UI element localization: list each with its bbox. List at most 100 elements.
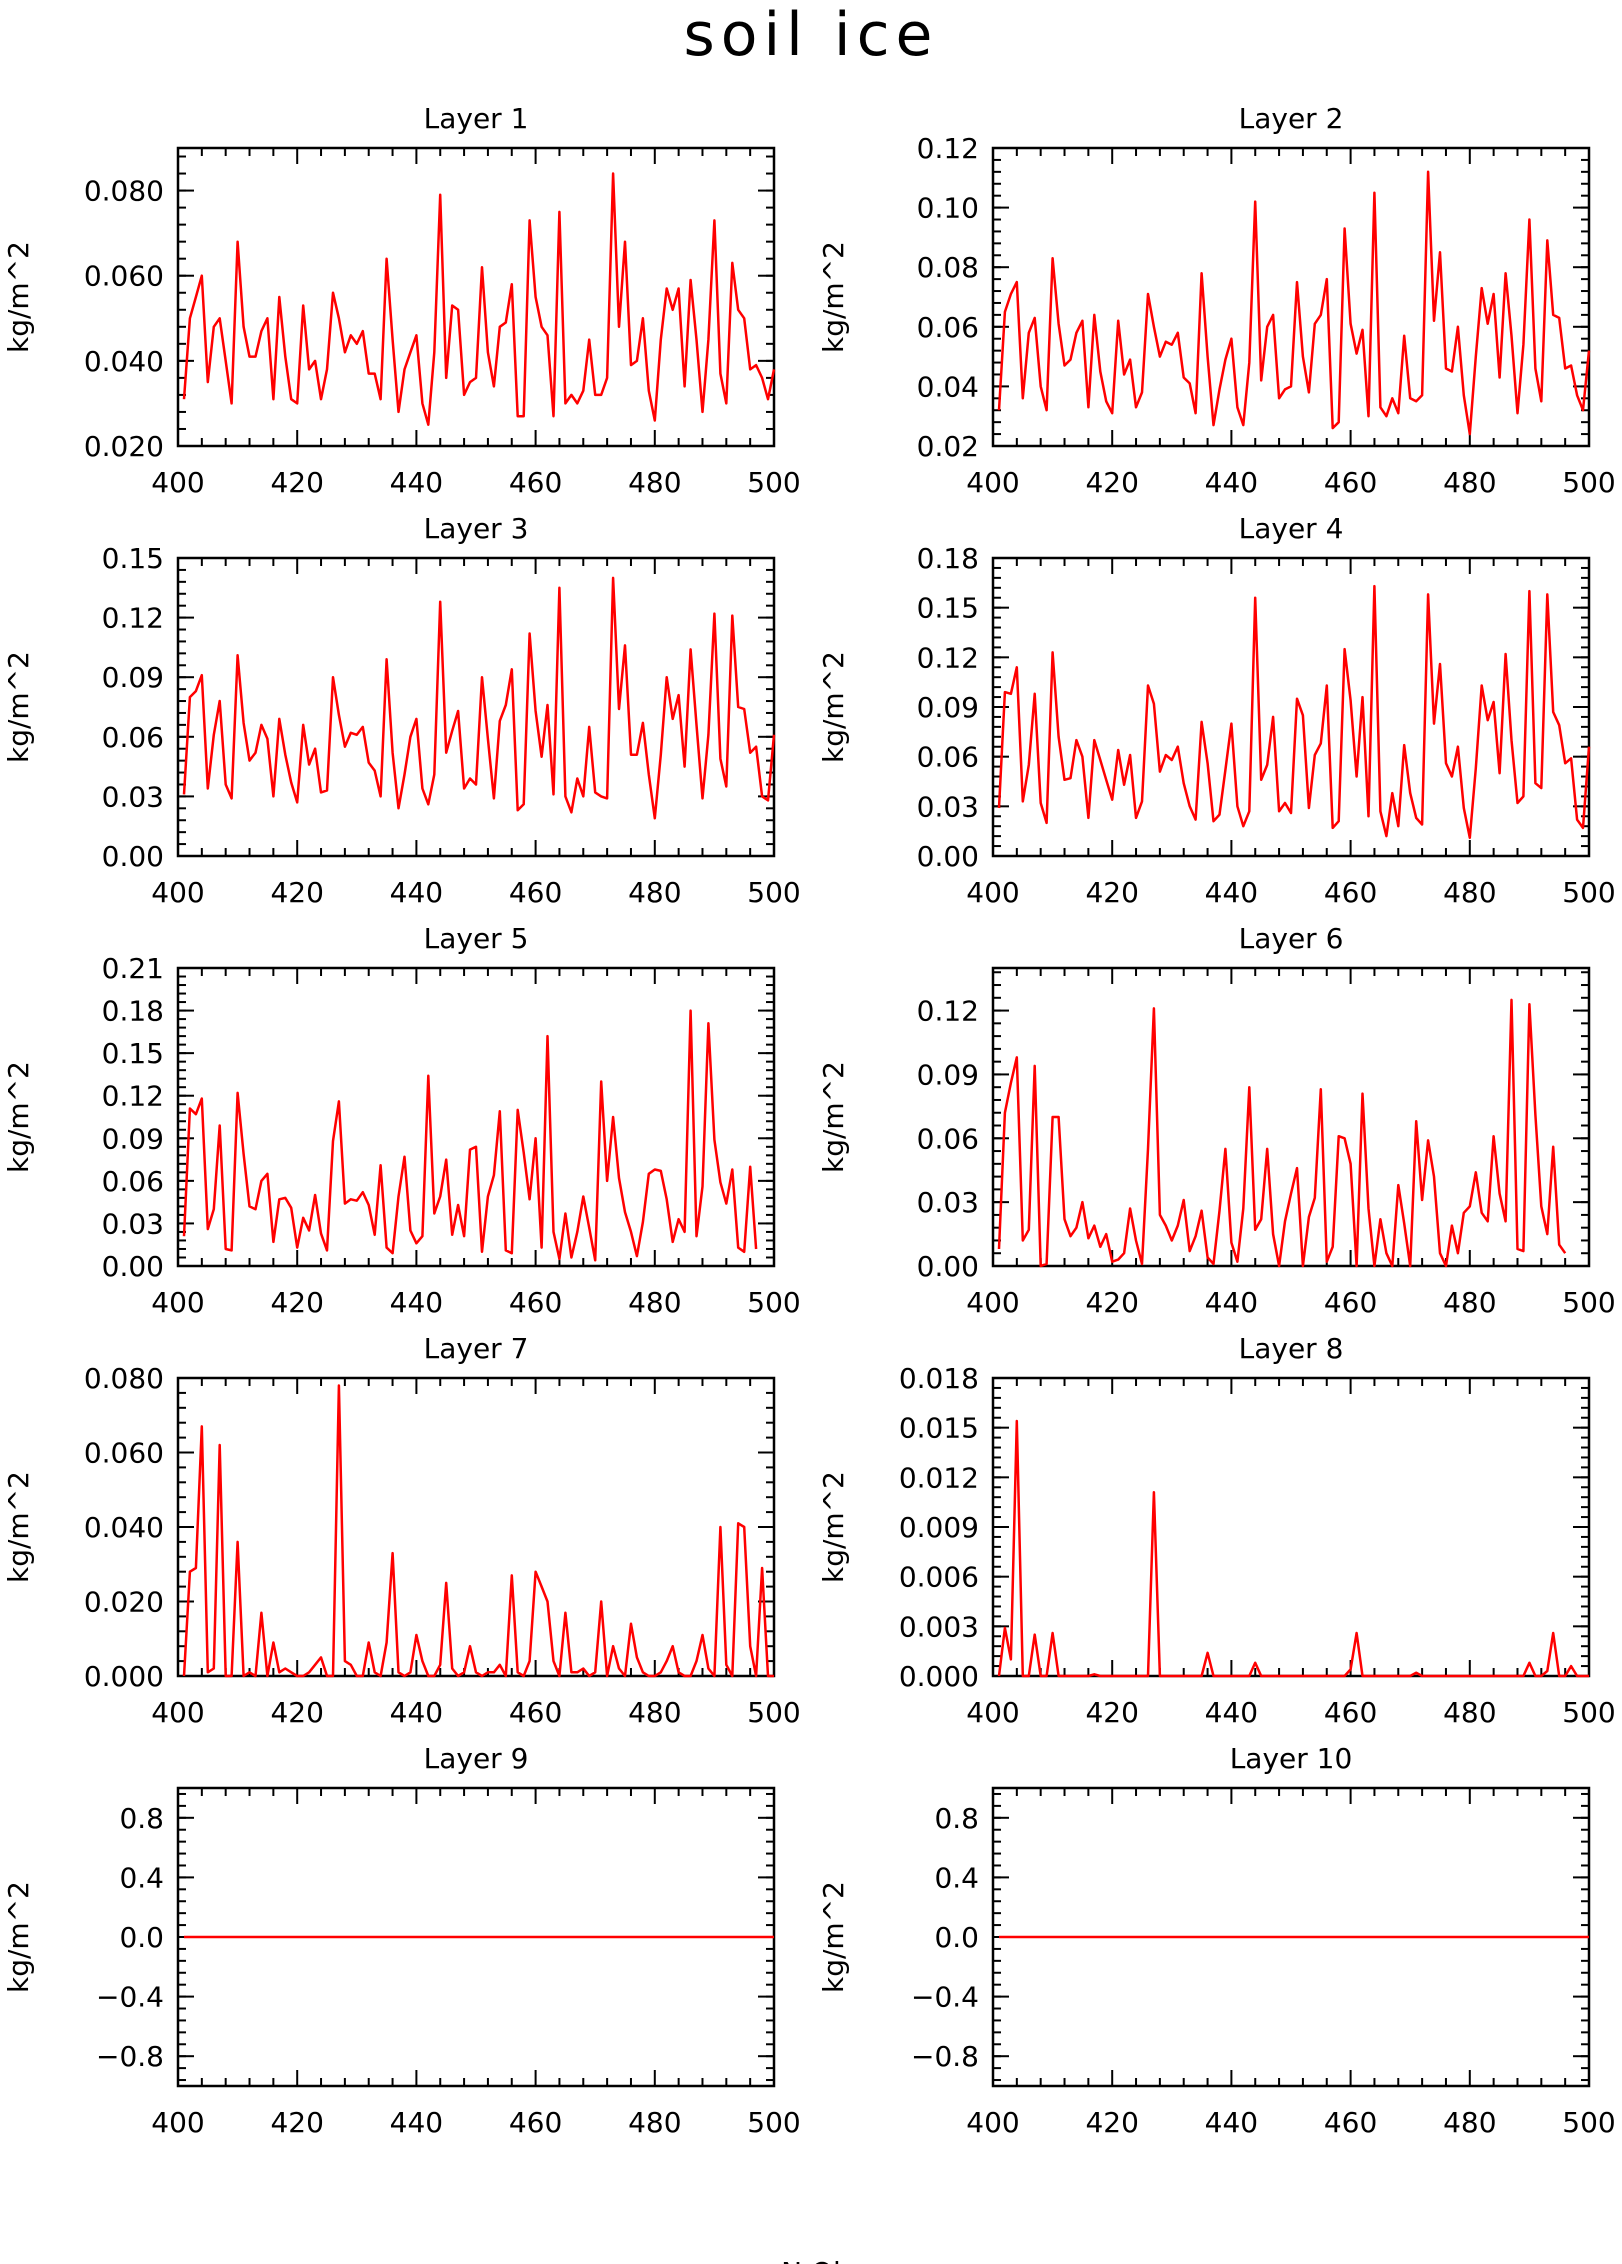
plot-frame [176,1376,776,1678]
x-tick-label: 500 [747,2106,800,2139]
x-tick-label: 420 [1085,1286,1138,1319]
y-tick-label: −0.8 [911,2040,979,2073]
x-tick-label: 460 [1324,1696,1377,1729]
y-tick-label: 0.12 [917,641,979,674]
y-tick-label: 0.8 [934,1802,979,1835]
x-tick-label: 420 [270,1286,323,1319]
x-tick-label: 480 [628,876,681,909]
panel-layer-6: Layer 6 400 420 440 460 480 500 0.00 0.03 0.06 0.0… [817,922,1616,1319]
y-tick-label: 0.10 [917,192,979,225]
x-tick-label: 480 [628,2106,681,2139]
x-tick-label: 480 [1443,1286,1496,1319]
panel-title: Layer 7 [424,1332,529,1365]
y-tick-label: 0.21 [102,952,164,985]
y-axis-title: kg/m^2 [2,651,35,763]
panel-layer-5: Layer 5 400 420 440 460 480 500 0.00 0.03 0.06 0.0… [2,922,801,1319]
x-tick-label: 500 [1562,466,1615,499]
x-tick-label: 400 [966,1286,1019,1319]
panel-title: Layer 3 [424,512,529,545]
plot-frame [176,146,776,448]
y-tick-label: 0.18 [102,995,164,1028]
x-tick-label: 440 [390,2106,443,2139]
panel-layer-10: Layer 10 400 420 440 460 480 500 −0.8 −0.4 0.0 0.4… [817,1742,1616,2139]
x-tick-label: 460 [509,1696,562,1729]
plot-frame [991,146,1591,448]
x-tick-label: 500 [747,876,800,909]
y-tick-label: 0.08 [917,251,979,284]
y-tick-label: 0.003 [899,1610,979,1643]
plot-frame [991,966,1591,1268]
x-tick-label: 420 [270,1696,323,1729]
x-tick-label: 480 [1443,466,1496,499]
x-tick-label: 440 [1205,466,1258,499]
y-tick-label: 0.0 [119,1921,164,1954]
x-tick-label: 420 [270,876,323,909]
x-tick-label: 460 [1324,2106,1377,2139]
x-tick-label: 400 [151,876,204,909]
y-tick-label: 0.080 [84,1362,164,1395]
y-tick-label: 0.009 [899,1511,979,1544]
x-tick-label: 460 [509,466,562,499]
x-tick-label: 440 [1205,2106,1258,2139]
y-axis-title: kg/m^2 [2,1061,35,1173]
y-axis-title: kg/m^2 [817,1471,850,1583]
y-tick-label: 0.4 [934,1861,979,1894]
series-line [182,1009,758,1262]
y-tick-label: 0.09 [917,691,979,724]
panel-layer-1: Layer 1 400 420 440 460 480 500 0.020 0.040 0.060… [2,102,801,499]
panel-title: Layer 2 [1239,102,1344,135]
y-tick-label: 0.12 [917,995,979,1028]
x-tick-label: 500 [747,1696,800,1729]
x-tick-label: 420 [1085,466,1138,499]
x-tick-label: 480 [628,466,681,499]
x-tick-label: 460 [1324,466,1377,499]
panel-layer-8: Layer 8 400 420 440 460 480 500 0.000 0.003 0.006… [817,1332,1616,1729]
panel-title: Layer 4 [1239,512,1344,545]
x-tick-label: 400 [151,1696,204,1729]
y-tick-label: 0.00 [102,840,164,873]
y-tick-label: 0.02 [917,430,979,463]
x-tick-label: 420 [270,466,323,499]
panel-layer-4: Layer 4 400 420 440 460 480 500 0.00 0.03 0.06 0.0… [817,512,1616,909]
y-tick-label: 0.015 [899,1412,979,1445]
y-tick-label: 0.4 [119,1861,164,1894]
footer-label: N Ol [781,2256,841,2264]
x-tick-label: 420 [270,2106,323,2139]
x-tick-label: 440 [390,1696,443,1729]
series-line [997,584,1591,840]
y-tick-label: 0.060 [84,260,164,293]
x-tick-label: 480 [1443,2106,1496,2139]
y-axis-title: kg/m^2 [2,1881,35,1993]
y-tick-label: 0.09 [102,1122,164,1155]
y-tick-label: 0.06 [917,1122,979,1155]
x-tick-label: 400 [966,466,1019,499]
panel-title: Layer 1 [424,102,529,135]
panel-title: Layer 6 [1239,922,1344,955]
y-tick-label: 0.06 [102,1165,164,1198]
panel-layer-7: Layer 7 400 420 440 460 480 500 0.000 0.020 0.040… [2,1332,801,1729]
x-tick-label: 420 [1085,876,1138,909]
x-tick-label: 440 [1205,876,1258,909]
y-tick-label: 0.0 [934,1921,979,1954]
x-tick-label: 480 [628,1286,681,1319]
x-tick-label: 400 [966,876,1019,909]
y-tick-label: 0.15 [917,592,979,625]
x-tick-label: 500 [1562,1286,1615,1319]
x-tick-label: 500 [747,1286,800,1319]
x-tick-label: 420 [1085,1696,1138,1729]
y-tick-label: 0.06 [917,311,979,344]
x-tick-label: 400 [151,466,204,499]
y-tick-label: 0.12 [102,602,164,635]
x-tick-label: 500 [747,466,800,499]
y-tick-label: 0.09 [917,1058,979,1091]
series-line [182,172,776,426]
x-tick-label: 400 [966,1696,1019,1729]
y-tick-label: 0.06 [102,721,164,754]
x-tick-label: 460 [1324,1286,1377,1319]
y-tick-label: 0.00 [917,840,979,873]
panel-title: Layer 10 [1230,1742,1353,1775]
y-tick-label: 0.012 [899,1461,979,1494]
panel-title: Layer 5 [424,922,529,955]
series-line [997,998,1567,1268]
